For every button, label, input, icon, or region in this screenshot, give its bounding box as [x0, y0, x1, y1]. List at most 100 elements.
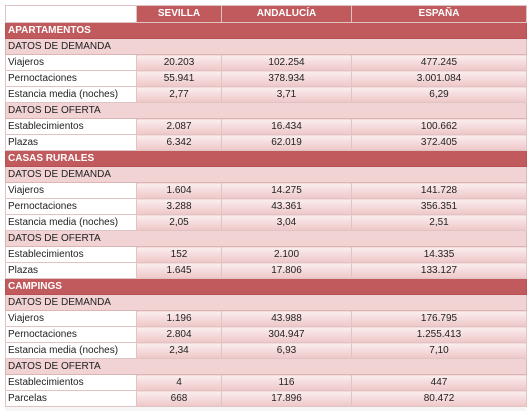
row-label: Establecimientos: [5, 374, 137, 391]
group-title: DATOS DE OFERTA: [5, 102, 527, 119]
cell-sevilla: 1.604: [136, 182, 222, 199]
cell-espana: 80.472: [351, 390, 527, 407]
cell-sevilla: 6.342: [136, 134, 222, 151]
table-row: Viajeros 1.196 43.988 176.795: [5, 310, 527, 327]
cell-espana: 372.405: [351, 134, 527, 151]
cell-andalucia: 43.361: [221, 198, 352, 215]
row-label: Estancia media (noches): [5, 214, 137, 231]
cell-sevilla: 2,05: [136, 214, 222, 231]
section-title: APARTAMENTOS: [5, 22, 527, 39]
row-label: Viajeros: [5, 54, 137, 71]
cell-andalucia: 17.896: [221, 390, 352, 407]
section-title: CASAS RURALES: [5, 150, 527, 167]
cell-sevilla: 668: [136, 390, 222, 407]
section-title: CAMPINGS: [5, 278, 527, 295]
cell-espana: 141.728: [351, 182, 527, 199]
cell-espana: 100.662: [351, 118, 527, 135]
group-row: DATOS DE OFERTA: [5, 358, 527, 375]
table-row: Plazas 1.645 17.806 133.127: [5, 262, 527, 279]
table-row: Establecimientos 4 116 447: [5, 374, 527, 391]
cell-sevilla: 1.196: [136, 310, 222, 327]
cell-espana: 477.245: [351, 54, 527, 71]
header-espana: ESPAÑA: [351, 5, 527, 23]
cell-andalucia: 16.434: [221, 118, 352, 135]
tourism-data-table: SEVILLA ANDALUCÍA ESPAÑA APARTAMENTOS DAT…: [5, 5, 527, 407]
row-label: Pernoctaciones: [5, 326, 137, 343]
cell-andalucia: 62.019: [221, 134, 352, 151]
cell-sevilla: 4: [136, 374, 222, 391]
table-row: Estancia media (noches) 2,77 3,71 6,29: [5, 86, 527, 103]
cell-andalucia: 304.947: [221, 326, 352, 343]
table-row: Pernoctaciones 3.288 43.361 356.351: [5, 198, 527, 215]
row-label: Plazas: [5, 262, 137, 279]
cell-sevilla: 2,34: [136, 342, 222, 359]
cell-espana: 356.351: [351, 198, 527, 215]
row-label: Estancia media (noches): [5, 86, 137, 103]
cell-sevilla: 3.288: [136, 198, 222, 215]
cell-espana: 14.335: [351, 246, 527, 263]
cell-espana: 2,51: [351, 214, 527, 231]
cell-espana: 6,29: [351, 86, 527, 103]
row-label: Viajeros: [5, 182, 137, 199]
table-row: Establecimientos 2.087 16.434 100.662: [5, 118, 527, 135]
cell-andalucia: 17.806: [221, 262, 352, 279]
cell-andalucia: 14.275: [221, 182, 352, 199]
header-andalucia: ANDALUCÍA: [221, 5, 352, 23]
table-body: APARTAMENTOS DATOS DE DEMANDA Viajeros 20.2…: [5, 22, 527, 407]
group-row: DATOS DE OFERTA: [5, 102, 527, 119]
row-label: Establecimientos: [5, 246, 137, 263]
table-row: Viajeros 1.604 14.275 141.728: [5, 182, 527, 199]
section-row: APARTAMENTOS: [5, 22, 527, 39]
header-sevilla: SEVILLA: [136, 5, 222, 23]
cell-andalucia: 2.100: [221, 246, 352, 263]
cell-espana: 1.255.413: [351, 326, 527, 343]
group-title: DATOS DE DEMANDA: [5, 166, 527, 183]
group-row: DATOS DE OFERTA: [5, 230, 527, 247]
row-label: Viajeros: [5, 310, 137, 327]
cell-espana: 7,10: [351, 342, 527, 359]
group-row: DATOS DE DEMANDA: [5, 294, 527, 311]
cell-espana: 447: [351, 374, 527, 391]
cell-espana: 176.795: [351, 310, 527, 327]
cell-sevilla: 152: [136, 246, 222, 263]
header-blank-cell: [5, 5, 137, 23]
cell-sevilla: 2.804: [136, 326, 222, 343]
table-row: Viajeros 20.203 102.254 477.245: [5, 54, 527, 71]
cell-sevilla: 55.941: [136, 70, 222, 87]
cell-andalucia: 6,93: [221, 342, 352, 359]
table-row: Estancia media (noches) 2,05 3,04 2,51: [5, 214, 527, 231]
cell-espana: 3.001.084: [351, 70, 527, 87]
group-row: DATOS DE DEMANDA: [5, 38, 527, 55]
table-row: Pernoctaciones 55.941 378.934 3.001.084: [5, 70, 527, 87]
header-row: SEVILLA ANDALUCÍA ESPAÑA: [5, 5, 527, 23]
cell-espana: 133.127: [351, 262, 527, 279]
table-row: Estancia media (noches) 2,34 6,93 7,10: [5, 342, 527, 359]
section-row: CASAS RURALES: [5, 150, 527, 167]
group-title: DATOS DE DEMANDA: [5, 38, 527, 55]
group-title: DATOS DE DEMANDA: [5, 294, 527, 311]
cell-andalucia: 378.934: [221, 70, 352, 87]
section-row: CAMPINGS: [5, 278, 527, 295]
group-title: DATOS DE OFERTA: [5, 230, 527, 247]
cell-andalucia: 102.254: [221, 54, 352, 71]
row-label: Pernoctaciones: [5, 198, 137, 215]
table-row: Plazas 6.342 62.019 372.405: [5, 134, 527, 151]
table-row: Pernoctaciones 2.804 304.947 1.255.413: [5, 326, 527, 343]
group-row: DATOS DE DEMANDA: [5, 166, 527, 183]
table-row: Establecimientos 152 2.100 14.335: [5, 246, 527, 263]
group-title: DATOS DE OFERTA: [5, 358, 527, 375]
cell-andalucia: 3,04: [221, 214, 352, 231]
cell-sevilla: 2,77: [136, 86, 222, 103]
row-label: Parcelas: [5, 390, 137, 407]
row-label: Pernoctaciones: [5, 70, 137, 87]
cell-sevilla: 2.087: [136, 118, 222, 135]
cell-sevilla: 20.203: [136, 54, 222, 71]
cell-andalucia: 3,71: [221, 86, 352, 103]
cell-andalucia: 116: [221, 374, 352, 391]
cell-andalucia: 43.988: [221, 310, 352, 327]
tourism-table-container: SEVILLA ANDALUCÍA ESPAÑA APARTAMENTOS DAT…: [5, 5, 527, 411]
row-label: Establecimientos: [5, 118, 137, 135]
row-label: Plazas: [5, 134, 137, 151]
cell-sevilla: 1.645: [136, 262, 222, 279]
row-label: Estancia media (noches): [5, 342, 137, 359]
